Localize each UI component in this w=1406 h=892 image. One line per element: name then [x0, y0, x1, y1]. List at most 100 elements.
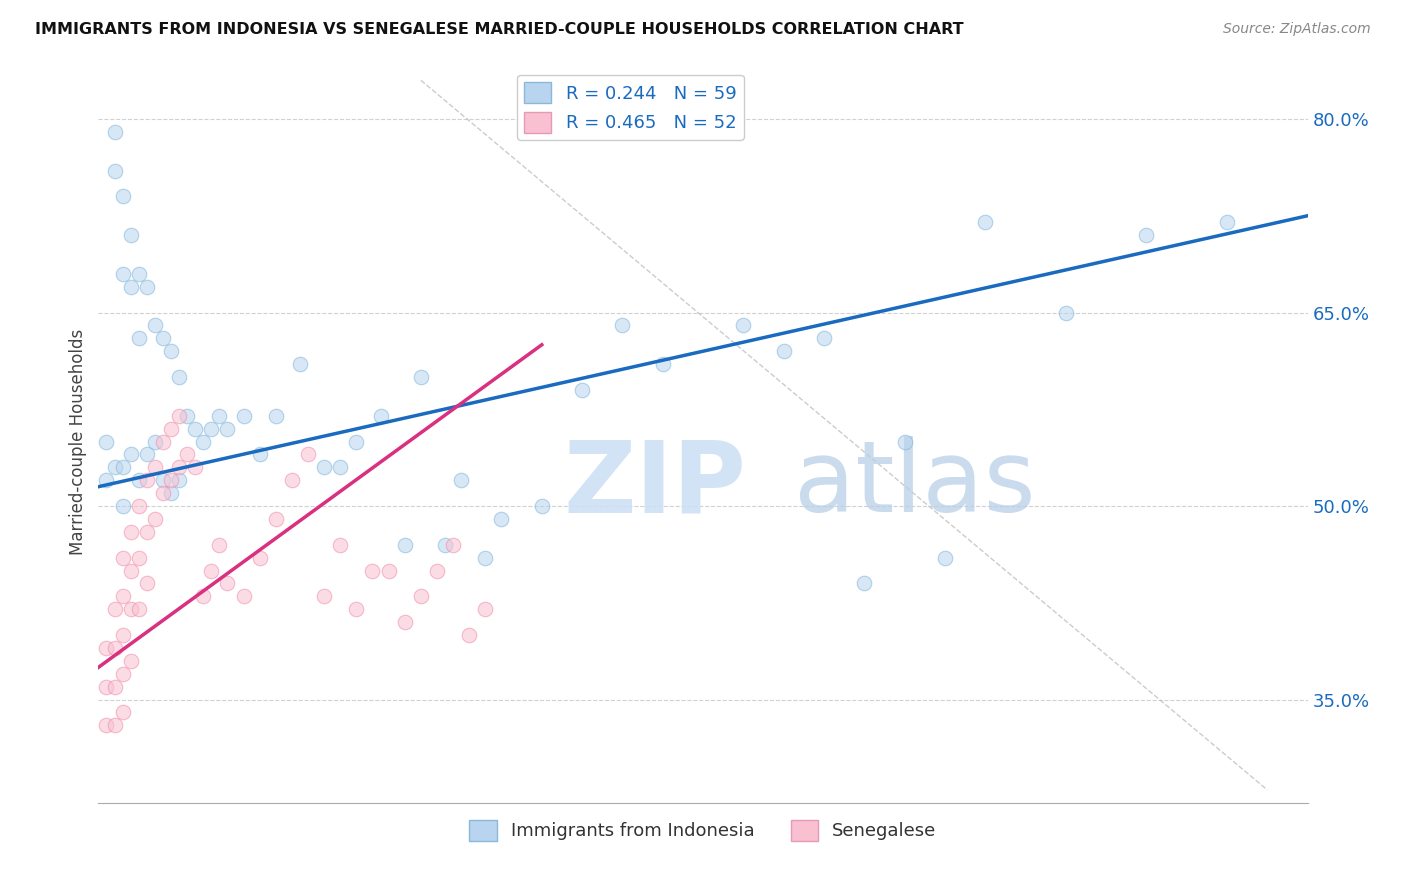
Point	[143, 512, 166, 526]
Point	[152, 434, 174, 449]
Point	[217, 422, 239, 436]
Point	[152, 473, 174, 487]
Point	[152, 331, 174, 345]
Point	[128, 499, 150, 513]
Point	[103, 640, 125, 655]
Point	[491, 512, 513, 526]
Point	[409, 590, 432, 604]
Point	[200, 564, 222, 578]
Point	[329, 460, 352, 475]
Point	[329, 538, 352, 552]
Point	[111, 628, 134, 642]
Point	[394, 615, 416, 630]
Point	[143, 318, 166, 333]
Point	[103, 163, 125, 178]
Point	[530, 499, 553, 513]
Point	[111, 550, 134, 565]
Legend: Immigrants from Indonesia, Senegalese: Immigrants from Indonesia, Senegalese	[463, 813, 943, 848]
Point	[143, 460, 166, 475]
Point	[361, 564, 384, 578]
Point	[103, 602, 125, 616]
Point	[974, 215, 997, 229]
Point	[409, 370, 432, 384]
Point	[297, 447, 319, 461]
Point	[111, 499, 134, 513]
Point	[813, 331, 835, 345]
Text: ZIP: ZIP	[564, 436, 747, 533]
Point	[135, 447, 157, 461]
Point	[167, 370, 190, 384]
Point	[103, 125, 125, 139]
Point	[103, 460, 125, 475]
Point	[344, 602, 367, 616]
Point	[167, 460, 190, 475]
Point	[135, 473, 157, 487]
Point	[120, 564, 142, 578]
Point	[111, 267, 134, 281]
Point	[184, 460, 207, 475]
Point	[111, 590, 134, 604]
Point	[772, 344, 794, 359]
Point	[96, 473, 118, 487]
Point	[377, 564, 399, 578]
Point	[441, 538, 464, 552]
Point	[733, 318, 755, 333]
Point	[103, 718, 125, 732]
Point	[160, 486, 183, 500]
Point	[120, 447, 142, 461]
Point	[612, 318, 634, 333]
Point	[111, 706, 134, 720]
Point	[111, 666, 134, 681]
Point	[571, 383, 593, 397]
Point	[1216, 215, 1239, 229]
Point	[128, 473, 150, 487]
Point	[111, 189, 134, 203]
Point	[176, 447, 198, 461]
Point	[232, 590, 254, 604]
Point	[394, 538, 416, 552]
Point	[934, 550, 956, 565]
Point	[135, 524, 157, 539]
Point	[111, 460, 134, 475]
Point	[120, 602, 142, 616]
Point	[1135, 228, 1157, 243]
Point	[152, 486, 174, 500]
Point	[184, 422, 207, 436]
Point	[160, 473, 183, 487]
Point	[651, 357, 673, 371]
Point	[264, 512, 287, 526]
Point	[249, 550, 271, 565]
Point	[160, 422, 183, 436]
Point	[96, 680, 118, 694]
Point	[120, 228, 142, 243]
Point	[167, 473, 190, 487]
Point	[176, 409, 198, 423]
Point	[1054, 305, 1077, 319]
Point	[450, 473, 472, 487]
Point	[458, 628, 481, 642]
Point	[893, 434, 915, 449]
Point	[288, 357, 311, 371]
Point	[474, 550, 496, 565]
Point	[434, 538, 457, 552]
Point	[135, 576, 157, 591]
Point	[314, 460, 336, 475]
Text: IMMIGRANTS FROM INDONESIA VS SENEGALESE MARRIED-COUPLE HOUSEHOLDS CORRELATION CH: IMMIGRANTS FROM INDONESIA VS SENEGALESE …	[35, 22, 963, 37]
Point	[249, 447, 271, 461]
Text: atlas: atlas	[793, 436, 1035, 533]
Point	[103, 680, 125, 694]
Point	[167, 409, 190, 423]
Point	[120, 654, 142, 668]
Point	[853, 576, 876, 591]
Point	[370, 409, 392, 423]
Point	[474, 602, 496, 616]
Point	[135, 279, 157, 293]
Point	[314, 590, 336, 604]
Point	[128, 331, 150, 345]
Point	[217, 576, 239, 591]
Point	[128, 267, 150, 281]
Point	[193, 590, 215, 604]
Point	[96, 718, 118, 732]
Point	[344, 434, 367, 449]
Text: Source: ZipAtlas.com: Source: ZipAtlas.com	[1223, 22, 1371, 37]
